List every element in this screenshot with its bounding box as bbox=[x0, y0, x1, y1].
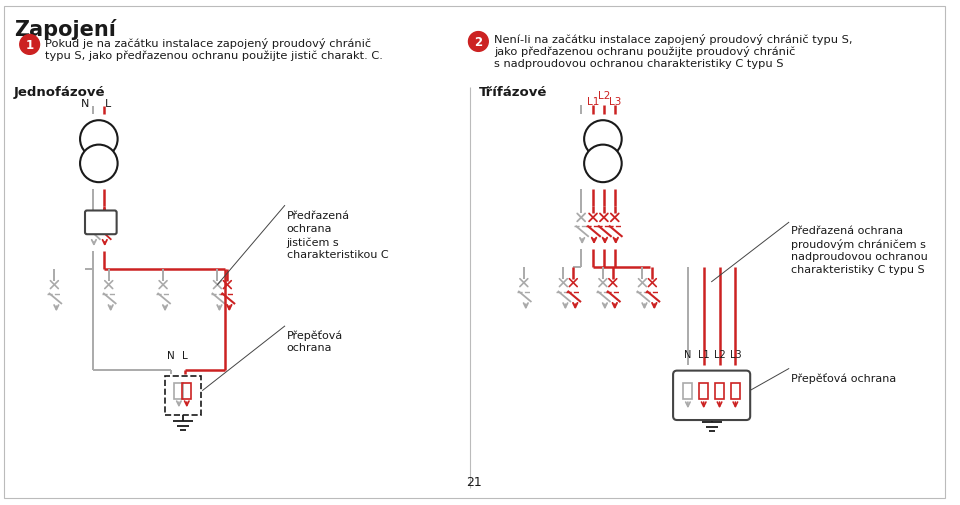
Text: Zapojení: Zapojení bbox=[13, 19, 116, 40]
Circle shape bbox=[584, 145, 622, 183]
Text: Jednofázové: Jednofázové bbox=[13, 86, 106, 99]
Text: L3: L3 bbox=[730, 349, 741, 359]
Text: charakteristiky C typu S: charakteristiky C typu S bbox=[791, 264, 924, 274]
Text: L2: L2 bbox=[598, 90, 611, 100]
Circle shape bbox=[468, 32, 489, 52]
Text: ochrana: ochrana bbox=[287, 342, 332, 352]
Text: charakteristikou C: charakteristikou C bbox=[287, 249, 388, 260]
Text: L: L bbox=[182, 350, 188, 360]
Text: N: N bbox=[684, 349, 691, 359]
Text: Pokud je na začátku instalace zapojený proudový chránič: Pokud je na začátku instalace zapojený p… bbox=[45, 37, 372, 48]
Text: s nadproudovou ochranou charakteristiky C typu S: s nadproudovou ochranou charakteristiky … bbox=[494, 59, 783, 69]
FancyBboxPatch shape bbox=[673, 371, 750, 420]
Bar bbox=[699, 384, 708, 399]
Text: N: N bbox=[167, 350, 175, 360]
FancyBboxPatch shape bbox=[85, 211, 116, 235]
Text: 2: 2 bbox=[474, 36, 483, 49]
Circle shape bbox=[20, 35, 39, 55]
Text: L2: L2 bbox=[713, 349, 726, 359]
Text: L3: L3 bbox=[609, 96, 621, 107]
Text: proudovým chráničem s: proudovým chráničem s bbox=[791, 239, 925, 249]
Bar bbox=[165, 376, 201, 415]
Text: jističem s: jističem s bbox=[287, 237, 339, 247]
Text: ochrana: ochrana bbox=[287, 224, 332, 234]
Text: L1: L1 bbox=[587, 96, 599, 107]
Text: N: N bbox=[81, 98, 89, 109]
Text: Třífázové: Třífázové bbox=[478, 86, 547, 99]
Text: Přepěťová: Přepěťová bbox=[287, 329, 343, 340]
Circle shape bbox=[584, 121, 622, 159]
Text: nadproudovou ochranou: nadproudovou ochranou bbox=[791, 251, 927, 262]
Bar bbox=[684, 384, 692, 399]
Text: Není-li na začátku instalace zapojený proudový chránič typu S,: Není-li na začátku instalace zapojený pr… bbox=[494, 33, 852, 44]
Circle shape bbox=[80, 121, 118, 159]
Bar bbox=[715, 384, 724, 399]
Text: Předřazená ochrana: Předřazená ochrana bbox=[791, 226, 902, 236]
Text: typu S, jako předřazenou ochranu použijte jistič charakt. C.: typu S, jako předřazenou ochranu použijt… bbox=[45, 50, 383, 61]
Text: 21: 21 bbox=[467, 475, 482, 488]
Text: jako předřazenou ochranu použijte proudový chránič: jako předřazenou ochranu použijte proudo… bbox=[494, 46, 796, 57]
Bar bbox=[182, 384, 191, 399]
Text: 1: 1 bbox=[26, 39, 34, 52]
Text: Přepěťová ochrana: Přepěťová ochrana bbox=[791, 372, 896, 383]
Text: L: L bbox=[105, 98, 110, 109]
Text: Předřazená: Předřazená bbox=[287, 211, 349, 221]
Text: L1: L1 bbox=[698, 349, 709, 359]
Bar bbox=[731, 384, 740, 399]
Bar bbox=[175, 384, 183, 399]
Circle shape bbox=[80, 145, 118, 183]
